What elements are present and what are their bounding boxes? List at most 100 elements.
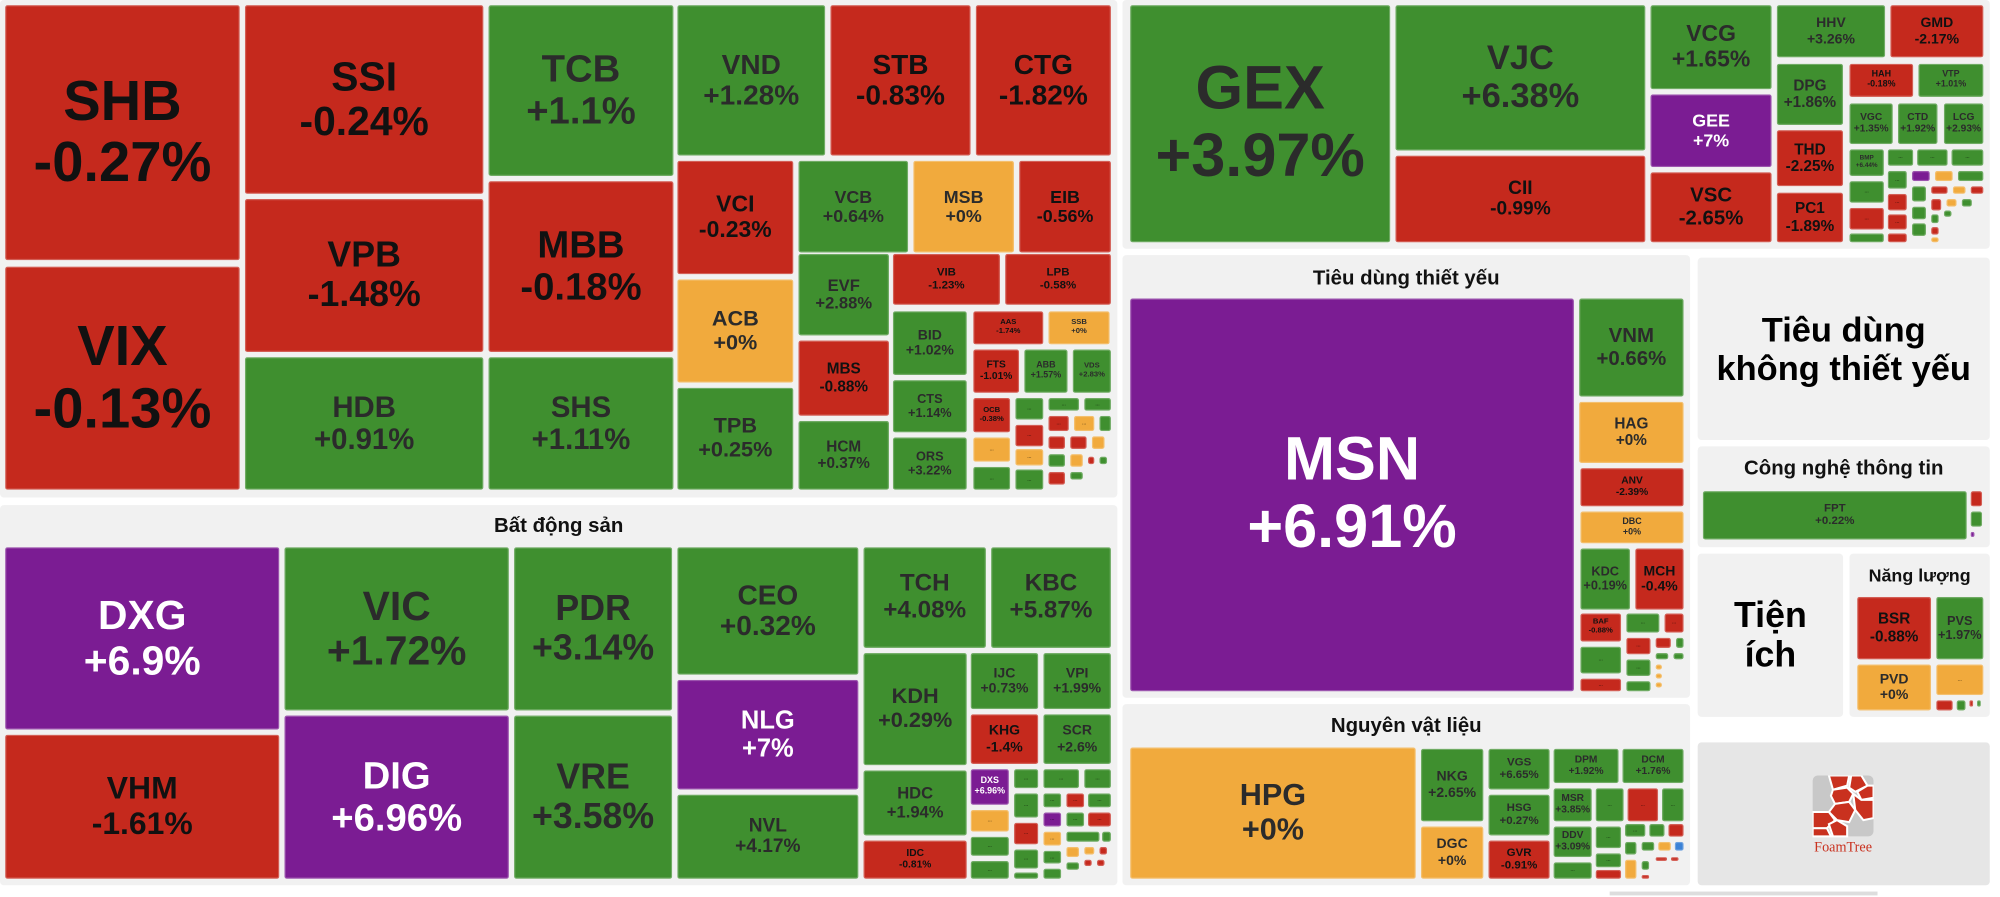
minor-stock-tile[interactable] — [1676, 637, 1684, 648]
stock-tile-vnm[interactable]: VNM +0.66% — [1579, 298, 1684, 397]
stock-tile-stb[interactable]: STB -0.83% — [830, 5, 971, 156]
minor-stock-tile[interactable] — [1655, 682, 1662, 688]
minor-stock-tile[interactable] — [1655, 857, 1668, 861]
stock-tile-nkg[interactable]: NKG +2.65% — [1420, 748, 1484, 822]
minor-stock-tile[interactable]: ... — [1917, 149, 1948, 166]
minor-stock-tile[interactable]: ... — [970, 860, 1009, 879]
stock-tile-vcb[interactable]: VCB +0.64% — [798, 160, 909, 253]
minor-stock-tile[interactable] — [1070, 454, 1083, 467]
minor-stock-tile[interactable] — [1099, 415, 1111, 432]
minor-stock-tile[interactable]: ... — [1595, 826, 1622, 849]
group-panel-consumer-discretionary[interactable]: Tiêu dùng không thiết yếu — [1697, 257, 1990, 441]
minor-stock-tile[interactable] — [1070, 436, 1087, 449]
minor-stock-tile[interactable] — [1014, 872, 1039, 879]
minor-stock-tile[interactable]: ... — [1066, 793, 1085, 808]
stock-tile-dxg[interactable]: DXG +6.9% — [5, 547, 280, 730]
minor-stock-tile[interactable]: ... — [1664, 613, 1684, 633]
stock-tile-scr[interactable]: SCR +2.6% — [1043, 714, 1111, 765]
stock-tile-ddv[interactable]: DDV +3.09% — [1553, 826, 1592, 858]
minor-stock-tile[interactable]: ... — [1048, 397, 1080, 411]
minor-stock-tile[interactable] — [1931, 198, 1942, 211]
minor-stock-tile[interactable]: ... — [1887, 149, 1914, 166]
minor-stock-tile[interactable] — [1066, 831, 1100, 842]
stock-tile-shb[interactable]: SHB -0.27% — [5, 5, 240, 261]
minor-stock-tile[interactable]: ... — [1066, 812, 1085, 827]
minor-stock-tile[interactable]: ... — [1580, 678, 1622, 692]
stock-tile-hpg[interactable]: HPG +0% — [1130, 747, 1416, 879]
minor-stock-tile[interactable] — [1970, 186, 1984, 194]
minor-stock-tile[interactable] — [1957, 170, 1984, 182]
minor-stock-tile[interactable] — [1641, 860, 1650, 870]
minor-stock-tile[interactable] — [1595, 869, 1622, 879]
stock-tile-ssi[interactable]: SSI -0.24% — [244, 5, 484, 194]
minor-stock-tile[interactable]: ... — [1951, 149, 1984, 166]
minor-stock-tile[interactable]: ... — [1580, 646, 1622, 674]
stock-tile-eib[interactable]: EIB -0.56% — [1019, 160, 1111, 253]
stock-tile-vci[interactable]: VCI -0.23% — [677, 160, 794, 275]
stock-tile-vsc[interactable]: VSC -2.65% — [1650, 172, 1772, 243]
stock-tile-hsg[interactable]: HSG +0.27% — [1488, 794, 1550, 836]
minor-stock-tile[interactable]: ... — [1595, 788, 1624, 822]
stock-tile-hdc[interactable]: HDC +1.94% — [863, 770, 967, 836]
stock-tile-dgc[interactable]: DGC +0% — [1420, 826, 1484, 879]
minor-stock-tile[interactable] — [1084, 846, 1095, 855]
stock-tile-vre[interactable]: VRE +3.58% — [514, 715, 673, 879]
stock-tile-pvd[interactable]: PVD +0% — [1857, 664, 1932, 711]
minor-stock-tile[interactable] — [1670, 857, 1679, 861]
minor-stock-tile[interactable] — [1043, 868, 1062, 879]
minor-stock-tile[interactable] — [1096, 859, 1105, 867]
minor-stock-tile[interactable]: ... — [1626, 659, 1651, 677]
stock-tile-gex[interactable]: GEX +3.97% — [1130, 5, 1391, 243]
stock-tile-ceo[interactable]: CEO +0.32% — [677, 547, 859, 675]
minor-stock-tile[interactable] — [1931, 237, 1939, 243]
minor-stock-tile[interactable] — [1936, 700, 1953, 711]
minor-stock-tile[interactable] — [1911, 170, 1930, 182]
stock-tile-gmd[interactable]: GMD -2.17% — [1890, 5, 1984, 58]
minor-stock-tile[interactable] — [1970, 511, 1983, 527]
minor-stock-tile[interactable]: ... — [1014, 769, 1039, 789]
minor-stock-tile[interactable]: ... — [1043, 831, 1062, 846]
stock-tile-abb[interactable]: ABB +1.57% — [1024, 349, 1068, 393]
minor-stock-tile[interactable]: ... — [970, 836, 1009, 856]
minor-stock-tile[interactable] — [1624, 859, 1637, 879]
stock-tile-lcg[interactable]: LCG +2.93% — [1943, 103, 1984, 145]
stock-tile-dig[interactable]: DIG +6.96% — [284, 715, 509, 879]
minor-stock-tile[interactable]: ... — [1084, 769, 1111, 789]
minor-stock-tile[interactable] — [1624, 841, 1637, 855]
stock-tile-kbc[interactable]: KBC +5.87% — [991, 547, 1111, 648]
minor-stock-tile[interactable] — [1931, 214, 1939, 224]
minor-stock-tile[interactable] — [1655, 673, 1662, 679]
stock-tile-mbb[interactable]: MBB -0.18% — [488, 181, 674, 353]
stock-tile-hdb[interactable]: HDB +0.91% — [244, 357, 484, 490]
bottom-scrollbar[interactable] — [1609, 891, 1878, 896]
minor-stock-tile[interactable]: ... — [970, 809, 1009, 832]
minor-stock-tile[interactable]: ... — [1043, 793, 1062, 808]
stock-tile-mch[interactable]: MCH -0.4% — [1635, 548, 1684, 610]
stock-tile-ssb[interactable]: SSB +0% — [1048, 311, 1110, 345]
stock-tile-vtp[interactable]: VTP +1.01% — [1918, 63, 1984, 97]
stock-tile-vib[interactable]: VIB -1.23% — [892, 253, 1000, 305]
stock-tile-bid[interactable]: BID +1.02% — [892, 311, 967, 375]
stock-tile-dxs[interactable]: DXS +6.96% — [970, 769, 1009, 805]
minor-stock-tile[interactable]: ... — [1014, 849, 1039, 869]
minor-stock-tile[interactable]: ... — [1073, 415, 1095, 432]
stock-tile-tcb[interactable]: TCB +1.1% — [488, 5, 674, 177]
stock-tile-idc[interactable]: IDC -0.81% — [863, 840, 967, 879]
minor-stock-tile[interactable]: ... — [1043, 812, 1062, 827]
minor-stock-tile[interactable] — [1655, 653, 1669, 660]
stock-tile-acb[interactable]: ACB +0% — [677, 279, 794, 383]
stock-tile-shs[interactable]: SHS +1.11% — [488, 357, 674, 490]
stock-tile-vpb[interactable]: VPB -1.48% — [244, 198, 484, 353]
stock-tile-vcg[interactable]: VCG +1.65% — [1650, 5, 1772, 90]
minor-stock-tile[interactable] — [1674, 841, 1684, 851]
minor-stock-tile[interactable] — [1641, 841, 1655, 851]
stock-tile-dpm[interactable]: DPM +1.92% — [1553, 748, 1619, 784]
minor-stock-tile[interactable]: ... — [1088, 812, 1111, 827]
stock-tile-aas[interactable]: AAS -1.74% — [973, 311, 1044, 345]
minor-stock-tile[interactable] — [1099, 846, 1108, 855]
minor-stock-tile[interactable]: ... — [973, 466, 1011, 490]
minor-stock-tile[interactable]: ... — [1015, 397, 1044, 420]
minor-stock-tile[interactable] — [1102, 831, 1111, 842]
stock-tile-msn[interactable]: MSN +6.91% — [1130, 298, 1574, 692]
stock-tile-mbs[interactable]: MBS -0.88% — [798, 340, 890, 416]
